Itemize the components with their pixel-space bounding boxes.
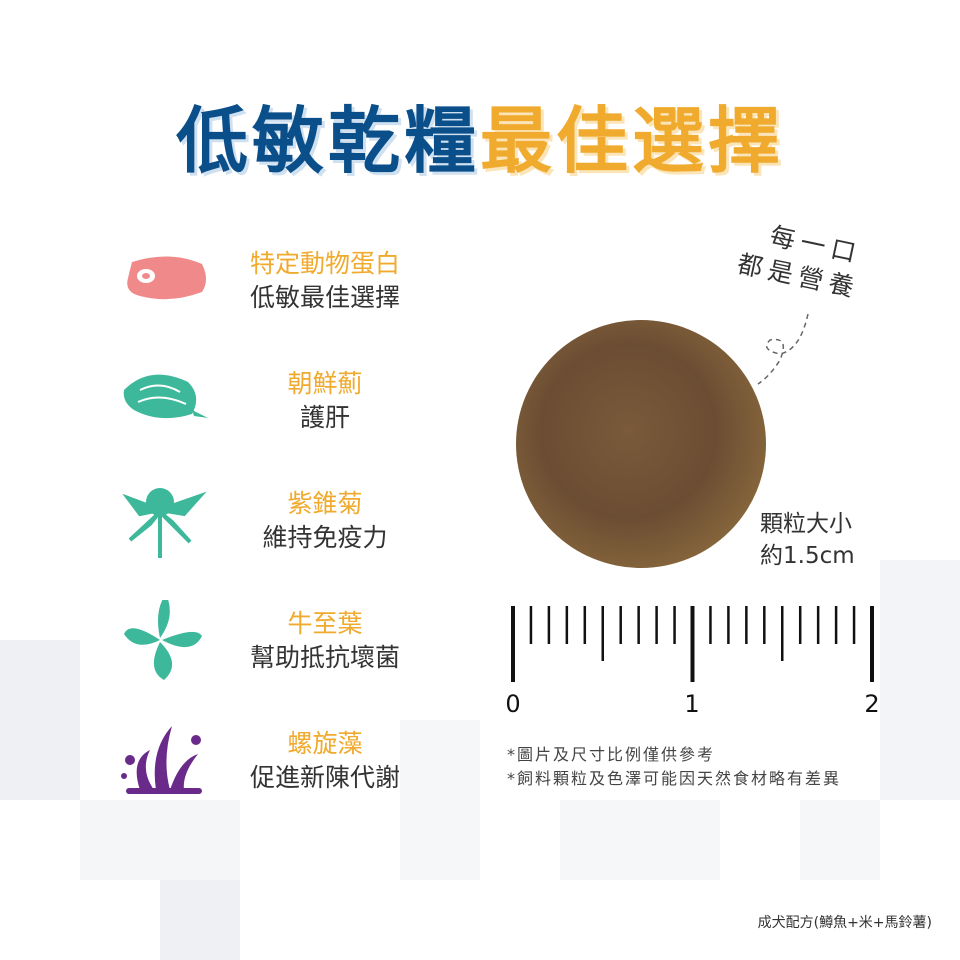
- feature-item: 牛至葉 幫助抵抗壞菌: [100, 600, 430, 690]
- kibble-image: [516, 320, 766, 568]
- nutrition-note: 每一口 都是營養: [734, 214, 869, 306]
- kibble-size-label: 顆粒大小 約1.5cm: [760, 508, 855, 572]
- artichoke-icon: [123, 374, 208, 419]
- feature-benefit: 維持免疫力: [262, 523, 388, 552]
- page-title: 低敏乾糧最佳選擇: [0, 82, 960, 187]
- bg-tile: [560, 800, 720, 880]
- bg-tile: [0, 640, 80, 800]
- meat-icon: [127, 256, 206, 300]
- feature-item: 特定動物蛋白 低敏最佳選擇: [100, 240, 430, 330]
- feature-benefit: 低敏最佳選擇: [249, 283, 400, 312]
- kibble-size-line-2: 約1.5cm: [760, 543, 855, 569]
- bg-tile: [800, 800, 880, 880]
- feature-item: 螺旋藻 促進新陳代謝: [100, 720, 430, 810]
- spirulina-icon: [121, 726, 202, 794]
- oregano-leaf-icon: [124, 600, 202, 680]
- ruler-label: 0: [505, 690, 520, 718]
- disclaimer: *圖片及尺寸比例僅供參考 *飼料顆粒及色澤可能因天然食材略有差異: [507, 743, 841, 791]
- title-part-1: 低敏乾糧: [175, 99, 480, 183]
- title-part-2: 最佳選擇: [480, 99, 785, 183]
- feature-name: 螺旋藻: [287, 729, 363, 758]
- feature-benefit: 護肝: [299, 403, 350, 432]
- dashed-swirl: [757, 313, 809, 385]
- bg-tile: [80, 800, 240, 880]
- feature-item: 紫錐菊 維持免疫力: [100, 480, 430, 570]
- ruler: 0 1 2: [505, 606, 880, 718]
- disclaimer-line: *圖片及尺寸比例僅供參考: [507, 745, 716, 764]
- kibble-size-line-1: 顆粒大小: [760, 511, 852, 537]
- bg-tile: [880, 560, 960, 800]
- bg-tile: [160, 880, 240, 960]
- feature-name: 紫錐菊: [287, 489, 363, 518]
- formula-label: 成犬配方(鱒魚+米+馬鈴薯): [757, 915, 932, 931]
- disclaimer-line: *飼料顆粒及色澤可能因天然食材略有差異: [507, 769, 842, 788]
- feature-name: 朝鮮薊: [287, 369, 363, 398]
- ruler-label: 2: [864, 690, 879, 718]
- feature-item: 朝鮮薊 護肝: [100, 360, 430, 450]
- feature-name: 牛至葉: [287, 609, 363, 638]
- bg-tile: [400, 720, 480, 880]
- feature-name: 特定動物蛋白: [249, 249, 400, 278]
- echinacea-icon: [122, 488, 207, 558]
- feature-benefit: 幫助抵抗壞菌: [249, 643, 400, 672]
- feature-benefit: 促進新陳代謝: [249, 763, 400, 792]
- ruler-label: 1: [684, 690, 699, 718]
